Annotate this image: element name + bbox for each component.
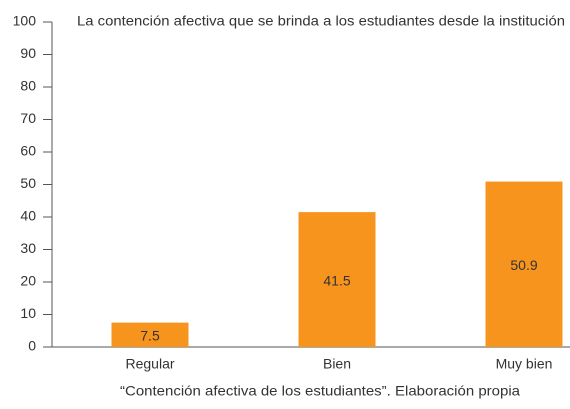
y-tick-label: 60 (20, 143, 36, 159)
y-tick-label: 0 (28, 338, 36, 354)
y-tick-label: 80 (20, 78, 36, 94)
value-label: 50.9 (510, 257, 537, 273)
bar (298, 212, 376, 347)
y-tick-label: 10 (20, 305, 36, 321)
x-tick-label: Muy bien (496, 356, 553, 372)
y-tick-label: 30 (20, 240, 36, 256)
y-tick-label: 20 (20, 273, 36, 289)
y-tick-label: 40 (20, 208, 36, 224)
x-tick-label: Bien (323, 356, 351, 372)
y-tick-label: 90 (20, 45, 36, 61)
value-label: 7.5 (140, 328, 160, 344)
chart-title: La contención afectiva que se brinda a l… (77, 13, 565, 29)
y-tick-label: 50 (20, 175, 36, 191)
x-axis-label: “Contención afectiva de los estudiantes”… (120, 383, 520, 399)
bar (111, 322, 189, 347)
y-tick-label: 70 (20, 110, 36, 126)
x-tick-label: Regular (125, 356, 174, 372)
y-tick-label: 100 (13, 13, 37, 29)
value-label: 41.5 (323, 272, 350, 288)
bar (485, 181, 563, 347)
